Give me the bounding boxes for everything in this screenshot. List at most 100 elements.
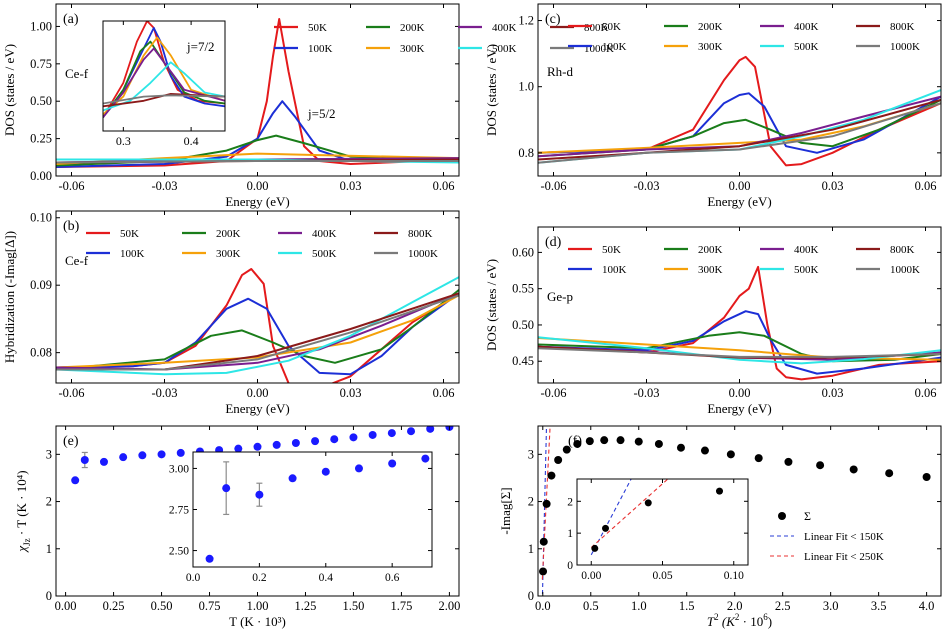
chi-point bbox=[138, 451, 147, 460]
chi-point bbox=[71, 476, 80, 485]
x-tick-label: 1.00 bbox=[247, 599, 269, 613]
series-line-50K bbox=[538, 55, 941, 167]
legend-sigma-marker bbox=[778, 512, 786, 520]
inset-y-tick-label: 0 bbox=[567, 560, 573, 572]
series-line-100K bbox=[538, 310, 941, 375]
x-tick-label: -0.06 bbox=[58, 179, 84, 193]
series-line-400K bbox=[103, 47, 225, 118]
y-tick-label: 0 bbox=[46, 589, 52, 603]
x-axis-label: Energy (eV) bbox=[707, 401, 771, 416]
inset-x-tick-label: 0.10 bbox=[724, 570, 744, 582]
sigma-point bbox=[922, 473, 931, 481]
x-tick-label: 0.00 bbox=[729, 179, 751, 193]
legend-label-sigma: Σ bbox=[804, 509, 811, 523]
series-line-1000K bbox=[103, 94, 225, 105]
x-tick-label: -0.03 bbox=[633, 386, 659, 400]
x-tick-label: 0.00 bbox=[55, 599, 77, 613]
series-line-200K bbox=[538, 98, 941, 158]
legend-label-200K: 200K bbox=[400, 22, 425, 34]
series-line-1000K bbox=[56, 294, 459, 371]
y-axis-label: χJz · T (K · 10⁴) bbox=[14, 470, 32, 553]
inset-chi-point bbox=[388, 459, 397, 468]
chi-point bbox=[157, 450, 166, 459]
series-line-500K bbox=[56, 276, 459, 376]
legend-label-50K: 50K bbox=[308, 22, 327, 34]
orbital-label: Ce-f bbox=[65, 66, 89, 81]
x-tick-label: 0.00 bbox=[247, 179, 269, 193]
sigma-point bbox=[585, 437, 594, 446]
chi-point bbox=[368, 430, 377, 439]
legend-label-500K: 500K bbox=[794, 264, 819, 276]
ylabel-rest: · T (K · 10⁴) bbox=[14, 470, 29, 538]
chi-point bbox=[349, 433, 358, 442]
legend-label-300K: 300K bbox=[216, 248, 241, 260]
series-line-50K bbox=[538, 265, 941, 381]
x-tick-label: -0.03 bbox=[633, 179, 659, 193]
x-tick-label: 0.03 bbox=[340, 179, 362, 193]
series-line-300K bbox=[103, 36, 225, 116]
y-tick-label: 0.50 bbox=[512, 318, 534, 332]
x-tick-label: 1.50 bbox=[343, 599, 365, 613]
legend-label-100K: 100K bbox=[120, 248, 145, 260]
y-tick-label: 1 bbox=[46, 542, 52, 556]
inset-chi-point bbox=[421, 454, 430, 463]
fit-line bbox=[541, 426, 551, 580]
orbital-label: Ge-p bbox=[547, 289, 573, 304]
panel-label: (c) bbox=[545, 12, 561, 27]
inset-fit-group bbox=[590, 479, 669, 556]
series-line-1000K bbox=[538, 102, 941, 164]
panel-label: (b) bbox=[63, 219, 80, 234]
chi-point bbox=[234, 444, 243, 453]
legend-label-300K: 300K bbox=[698, 264, 723, 276]
x-axis-label: T (K · 10³) bbox=[229, 614, 286, 629]
inset-y-tick-label: 1 bbox=[567, 528, 573, 540]
chi-point bbox=[119, 453, 128, 462]
y-tick-label: 0.25 bbox=[30, 132, 52, 146]
y-axis-label: DOS (states / eV) bbox=[484, 44, 499, 136]
legend-label-1000K: 1000K bbox=[890, 264, 920, 276]
inset-chi-point bbox=[321, 467, 330, 476]
y-tick-label: 2 bbox=[528, 495, 534, 509]
x-tick-label: 0.06 bbox=[433, 386, 455, 400]
legend-label-400K: 400K bbox=[492, 22, 517, 34]
y-tick-label: 0 bbox=[528, 589, 534, 603]
chi-point bbox=[272, 440, 281, 449]
legend-label-50K: 50K bbox=[602, 21, 621, 33]
x-tick-label: -0.03 bbox=[151, 386, 177, 400]
chi-point bbox=[80, 456, 89, 464]
inset-background bbox=[103, 21, 225, 131]
legend-label-400K: 400K bbox=[794, 21, 819, 33]
inset-y-tick-label: 2.50 bbox=[169, 546, 189, 558]
y-tick-label: 0.08 bbox=[30, 346, 52, 360]
x-tick-label: -0.06 bbox=[540, 179, 566, 193]
chi-point bbox=[387, 429, 396, 438]
x-tick-label: 0.0 bbox=[535, 599, 551, 613]
series-line-300K bbox=[56, 294, 459, 369]
series-group bbox=[538, 55, 941, 167]
y-axis-label: DOS (states / eV) bbox=[2, 44, 17, 136]
x-tick-label: 3.5 bbox=[871, 599, 887, 613]
sigma-point bbox=[726, 450, 735, 459]
axes-frame bbox=[537, 425, 942, 597]
points-group bbox=[591, 487, 723, 552]
ylabel-chi: χ bbox=[14, 546, 29, 554]
x-tick-label: 1.25 bbox=[295, 599, 317, 613]
y-tick-label: 1 bbox=[528, 542, 534, 556]
sigma-point bbox=[547, 471, 556, 480]
xlabel-tail: · 10 bbox=[739, 614, 763, 629]
sigma-point bbox=[542, 499, 551, 508]
y-tick-label: 1.0 bbox=[518, 80, 534, 94]
series-group bbox=[56, 268, 459, 383]
x-tick-label: 1.75 bbox=[390, 599, 412, 613]
x-tick-label: 0.50 bbox=[151, 599, 173, 613]
sigma-point bbox=[849, 465, 858, 474]
legend-label-200K: 200K bbox=[698, 21, 723, 33]
x-tick-label: 0.75 bbox=[199, 599, 221, 613]
legend-label-100K: 100K bbox=[602, 264, 627, 276]
x-tick-label: 0.5 bbox=[583, 599, 599, 613]
inset-x-tick-label: 0.4 bbox=[184, 134, 199, 148]
chi-point bbox=[426, 426, 435, 433]
legend-label-100K: 100K bbox=[308, 43, 333, 55]
axes-frame bbox=[102, 20, 226, 132]
panel-label: (d) bbox=[545, 235, 562, 250]
